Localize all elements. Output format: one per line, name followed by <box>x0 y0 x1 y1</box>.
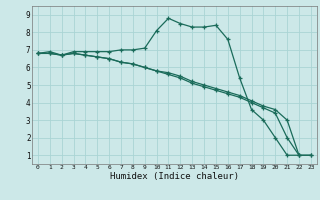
X-axis label: Humidex (Indice chaleur): Humidex (Indice chaleur) <box>110 172 239 181</box>
